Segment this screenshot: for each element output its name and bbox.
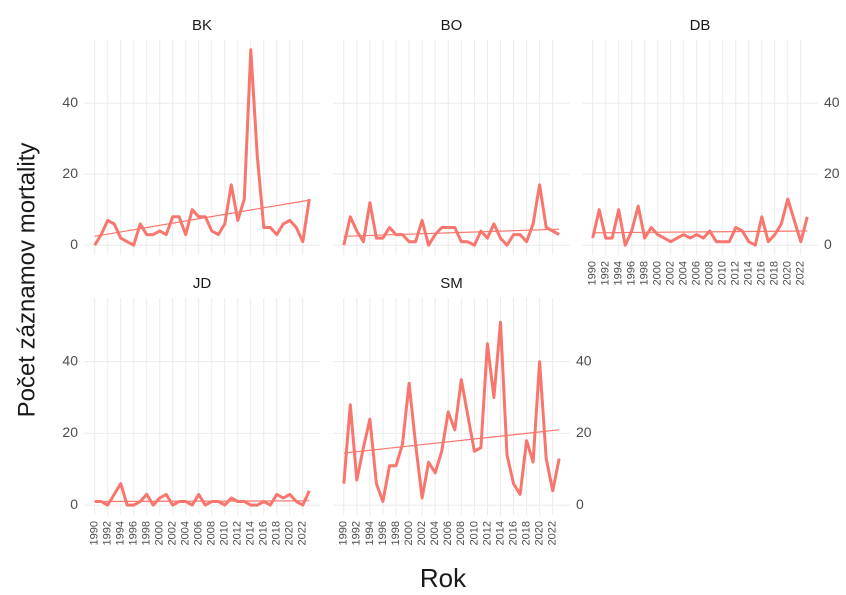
y-tick-label: 40 (62, 94, 78, 110)
x-tick-label: 2010 (717, 261, 729, 285)
x-tick-label: 2000 (652, 261, 664, 285)
x-tick-label: 2022 (795, 261, 807, 285)
x-tick-label: 2020 (284, 521, 296, 545)
y-tick-label: 0 (70, 236, 78, 252)
x-tick-label: 1994 (613, 261, 625, 285)
x-tick-label: 2002 (167, 521, 179, 545)
trend-line (592, 230, 808, 234)
x-tick-label: 2000 (403, 521, 415, 545)
x-tick-label: 2002 (416, 521, 428, 545)
x-tick-label: 1994 (364, 521, 376, 545)
panel-title: SM (440, 275, 463, 292)
y-tick-label: 40 (576, 352, 592, 368)
x-tick-label: 1998 (141, 521, 153, 545)
x-tick-label: 1990 (338, 521, 350, 545)
x-tick-label: 2016 (756, 261, 768, 285)
x-tick-label: 2004 (678, 261, 690, 285)
x-tick-label: 2006 (442, 521, 454, 545)
x-tick-label: 2008 (206, 521, 218, 545)
panel-title: BO (441, 17, 463, 34)
panel-title: JD (193, 275, 212, 292)
x-tick-label: 2014 (494, 521, 506, 545)
panel-title: BK (192, 17, 212, 34)
x-tick-label: 1996 (128, 521, 140, 545)
data-line (342, 183, 560, 247)
data-line (342, 320, 561, 503)
x-tick-label: 2010 (468, 521, 480, 545)
x-tick-label: 2012 (481, 521, 493, 545)
x-tick-label: 2018 (271, 521, 283, 545)
x-tick-label: 2012 (730, 261, 742, 285)
x-tick-label: 2016 (258, 521, 270, 545)
x-tick-label: 2020 (782, 261, 794, 285)
x-tick-label: 2010 (219, 521, 231, 545)
x-tick-label: 1992 (600, 261, 612, 285)
x-tick-label: 2008 (704, 261, 716, 285)
data-line (94, 482, 311, 507)
data-line (591, 197, 809, 247)
y-tick-label: 20 (576, 424, 592, 440)
x-tick-label: 1990 (89, 521, 101, 545)
y-tick-label: 0 (576, 496, 584, 512)
x-tick-label: 2004 (429, 521, 441, 545)
x-axis-title: Rok (420, 563, 467, 593)
y-tick-label: 40 (824, 94, 840, 110)
x-tick-label: 2020 (534, 521, 546, 545)
x-tick-label: 1992 (351, 521, 363, 545)
x-tick-label: 2008 (455, 521, 467, 545)
x-tick-label: 2014 (245, 521, 257, 545)
x-tick-label: 2014 (743, 261, 755, 285)
y-tick-label: 0 (824, 236, 832, 252)
x-tick-label: 1998 (639, 261, 651, 285)
y-tick-label: 40 (62, 352, 78, 368)
x-tick-label: 2018 (769, 261, 781, 285)
x-tick-label: 1990 (587, 261, 599, 285)
data-line (93, 48, 311, 247)
y-tick-label: 0 (70, 496, 78, 512)
x-tick-label: 2022 (547, 521, 559, 545)
x-tick-label: 2018 (520, 521, 532, 545)
x-tick-label: 2000 (154, 521, 166, 545)
x-tick-label: 1998 (390, 521, 402, 545)
x-tick-label: 2022 (297, 521, 309, 545)
x-tick-label: 2016 (507, 521, 519, 545)
y-tick-label: 20 (62, 165, 78, 181)
x-tick-label: 2006 (691, 261, 703, 285)
trend-line (343, 228, 560, 237)
x-tick-label: 1992 (102, 521, 114, 545)
x-tick-label: 2004 (180, 521, 192, 545)
y-tick-label: 20 (824, 165, 840, 181)
x-tick-label: 1996 (626, 261, 638, 285)
x-tick-label: 2012 (232, 521, 244, 545)
x-tick-label: 1996 (377, 521, 389, 545)
x-tick-label: 1994 (115, 521, 127, 545)
x-tick-label: 2002 (665, 261, 677, 285)
panel-title: DB (690, 17, 711, 34)
y-tick-label: 20 (62, 424, 78, 440)
x-tick-label: 2006 (193, 521, 205, 545)
trend-line (343, 429, 560, 454)
y-axis-title: Počet záznamov mortality (13, 143, 40, 418)
